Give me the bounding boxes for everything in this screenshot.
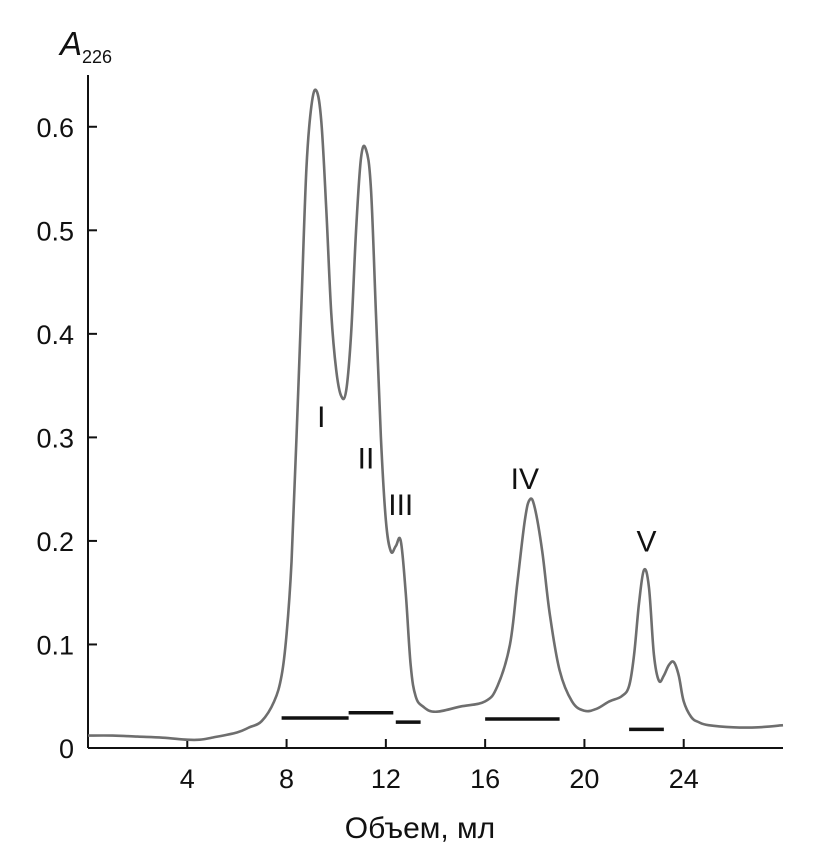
fraction-bars-layer xyxy=(281,711,664,732)
y-tick-label: 0.6 xyxy=(36,113,74,143)
y-tick-label: 0 xyxy=(59,734,74,764)
peak-label: IV xyxy=(511,463,539,496)
series-layer xyxy=(87,88,784,742)
y-tick-label: 0.4 xyxy=(36,320,74,350)
y-axis-title-subscript: 226 xyxy=(82,47,112,67)
peak-label: III xyxy=(388,489,413,522)
y-tick-label: 0.1 xyxy=(36,630,74,660)
x-tick-label: 12 xyxy=(371,764,401,794)
peak-label: V xyxy=(636,525,656,558)
y-axis-title: A226 xyxy=(58,25,112,67)
absorbance-curve xyxy=(87,88,784,742)
peak-label: I xyxy=(317,401,325,434)
x-tick-label: 4 xyxy=(180,764,195,794)
axes-layer xyxy=(87,75,783,749)
x-tick-label: 8 xyxy=(279,764,294,794)
x-tick-label: 24 xyxy=(669,764,699,794)
y-tick-label: 0.3 xyxy=(36,423,74,453)
x-tick-label: 20 xyxy=(569,764,599,794)
y-tick-label: 0.2 xyxy=(36,527,74,557)
x-tick-label: 16 xyxy=(470,764,500,794)
x-axis-title: Объем, мл xyxy=(345,812,495,845)
y-axis-title-main: A xyxy=(58,25,82,62)
peak-label: II xyxy=(358,442,375,475)
y-tick-label: 0.5 xyxy=(36,216,74,246)
ticks-layer: 4 8 12 16 20 24 0 0.1 0.2 0.3 0.4 0.5 0.6 xyxy=(36,113,698,794)
